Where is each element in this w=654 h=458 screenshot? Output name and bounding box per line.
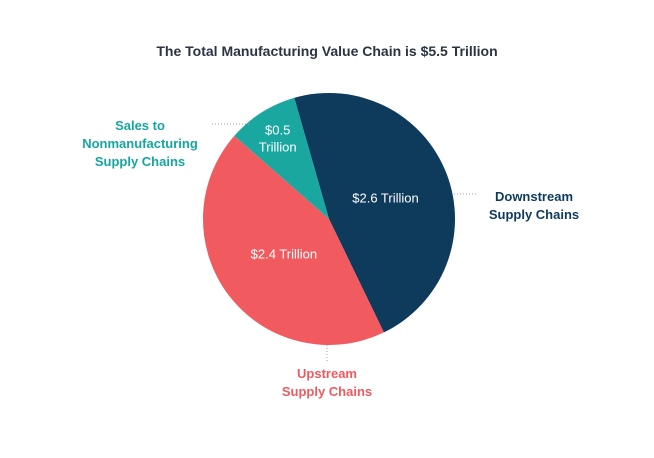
pie-slice-upstream-supply-chains bbox=[202, 135, 384, 346]
slice-name-label-downstream-supply-chains: Downstream Supply Chains bbox=[489, 189, 579, 222]
slice-name-labels: Downstream Supply Chains Upstream Supply Ch… bbox=[82, 118, 579, 399]
leader-lines bbox=[212, 123, 476, 362]
slice-value-labels: $2.6 Trillion $2.4 Trillion $0.5 Trillion bbox=[251, 123, 419, 262]
slice-value-label-sales-to-nonmanufacturing-supply-chains: $0.5 Trillion bbox=[259, 123, 297, 155]
slice-name-label-sales-to-nonmanufacturing-supply-chains: Sales to Nonmanufacturing Supply Chains bbox=[82, 118, 198, 169]
pie-slices bbox=[202, 92, 456, 346]
chart-title: The Total Manufacturing Value Chain is $… bbox=[156, 43, 497, 59]
pie-slice-downstream-supply-chains bbox=[294, 92, 456, 333]
slice-name-label-upstream-supply-chains: Upstream Supply Chains bbox=[282, 366, 372, 399]
pie-slice-sales-to-nonmanufacturing-supply-chains bbox=[234, 97, 329, 219]
slice-value-label-upstream-supply-chains: $2.4 Trillion bbox=[251, 246, 317, 261]
slice-value-label-downstream-supply-chains: $2.6 Trillion bbox=[352, 190, 418, 205]
